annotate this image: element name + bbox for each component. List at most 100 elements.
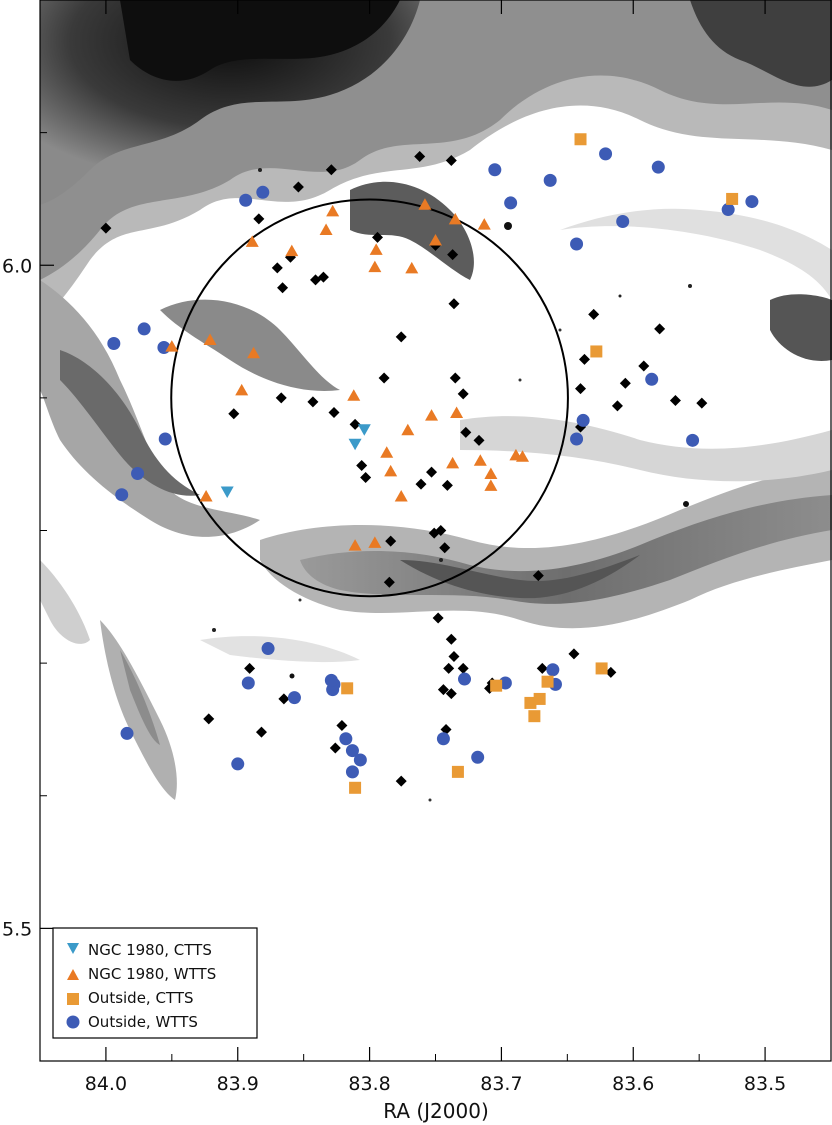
legend-label: NGC 1980, WTTS xyxy=(88,965,216,983)
data-point-diamond xyxy=(325,164,337,176)
data-point-circle xyxy=(651,160,665,174)
data-point-diamond xyxy=(385,535,397,547)
data-point-circle xyxy=(458,672,472,686)
data-point-diamond xyxy=(356,460,368,472)
data-point-square xyxy=(524,696,537,709)
data-point-diamond xyxy=(448,298,460,310)
data-point-triangle-up xyxy=(368,536,382,548)
data-point-diamond xyxy=(336,719,348,731)
data-point-diamond xyxy=(228,408,240,420)
legend-label: Outside, CTTS xyxy=(88,989,194,1007)
data-point-square xyxy=(528,710,541,723)
data-point-circle xyxy=(543,173,557,187)
data-point-diamond xyxy=(328,406,340,418)
data-point-triangle-down xyxy=(220,486,234,499)
legend-label: NGC 1980, CTTS xyxy=(88,941,212,959)
data-point-circle xyxy=(570,432,584,446)
data-point-triangle-up xyxy=(429,234,442,246)
data-point-square xyxy=(726,192,739,205)
data-point-circle xyxy=(576,413,590,427)
data-point-diamond xyxy=(654,323,666,335)
data-point-square xyxy=(590,345,603,358)
data-point-diamond xyxy=(307,396,319,408)
data-point-triangle-down xyxy=(357,424,371,436)
data-point-square xyxy=(541,675,554,688)
data-point-triangle-up xyxy=(285,244,299,257)
legend-marker-triangle-up xyxy=(67,969,79,980)
data-point-diamond xyxy=(383,576,395,588)
data-point-triangle-up xyxy=(347,389,361,401)
data-point-circle xyxy=(504,196,518,210)
legend-marker-triangle-down xyxy=(67,943,79,954)
data-point-diamond xyxy=(255,726,267,738)
x-axis-title: RA (J2000) xyxy=(383,1099,489,1123)
data-point-diamond xyxy=(253,213,265,225)
data-point-circle xyxy=(131,466,145,480)
data-point-diamond xyxy=(447,249,459,261)
data-point-triangle-up xyxy=(326,204,340,217)
data-point-diamond xyxy=(275,392,287,404)
x-tick-label: 83.6 xyxy=(612,1073,654,1095)
data-point-triangle-up xyxy=(484,467,498,479)
data-point-diamond xyxy=(414,150,426,162)
x-tick-label: 83.9 xyxy=(217,1073,259,1095)
data-point-diamond xyxy=(432,612,444,624)
data-point-diamond xyxy=(100,222,112,234)
data-point-circle xyxy=(158,432,172,446)
data-point-triangle-up xyxy=(405,261,419,274)
data-point-triangle-up xyxy=(384,464,398,477)
data-point-triangle-up xyxy=(235,383,249,396)
data-point-diamond xyxy=(575,383,587,395)
data-point-diamond xyxy=(349,418,361,430)
data-point-diamond xyxy=(536,662,548,674)
data-point-diamond xyxy=(445,688,457,700)
legend-entry-outside-wtts: Outside, WTTS xyxy=(66,1013,198,1031)
nebula-background xyxy=(40,0,832,1061)
data-point-circle xyxy=(115,488,129,502)
data-point-circle xyxy=(256,185,270,199)
data-point-square xyxy=(574,133,587,146)
data-point-diamond xyxy=(669,395,681,407)
data-point-triangle-up xyxy=(203,333,217,346)
data-point-diamond xyxy=(605,666,617,678)
x-tick-label: 83.8 xyxy=(348,1073,390,1095)
x-axis: 84.0 83.9 83.8 83.7 83.6 83.5 xyxy=(39,0,832,1095)
data-point-diamond xyxy=(292,181,304,193)
legend-entry-outside-ctts: Outside, CTTS xyxy=(67,989,194,1007)
data-point-triangle-up xyxy=(348,539,362,551)
data-point-circle xyxy=(721,203,735,217)
data-point-diamond xyxy=(619,377,631,389)
data-point-circle xyxy=(599,147,613,161)
data-point-diamond xyxy=(415,478,427,490)
data-point-diamond xyxy=(696,397,708,409)
data-point-triangle-down xyxy=(348,438,362,451)
data-point-circle xyxy=(137,322,151,336)
data-point-diamond xyxy=(611,400,623,412)
data-point-square xyxy=(451,765,464,778)
data-point-triangle-up xyxy=(484,479,498,491)
data-point-circle xyxy=(686,433,700,447)
y-axis: 5.5 6.0 xyxy=(2,0,54,1062)
data-point-diamond xyxy=(271,262,283,274)
data-point-square xyxy=(349,781,362,794)
data-point-diamond xyxy=(588,308,600,320)
data-point-triangle-up xyxy=(473,454,487,466)
data-point-diamond xyxy=(440,723,452,735)
data-point-triangle-up xyxy=(165,340,179,352)
data-point-diamond xyxy=(448,650,460,662)
data-point-circle xyxy=(345,765,359,779)
legend-marker-square xyxy=(67,993,79,1005)
data-point-circle xyxy=(488,163,502,177)
data-point-triangle-up xyxy=(247,346,261,359)
data-point-circle xyxy=(436,732,450,746)
data-point-diamond xyxy=(317,271,329,283)
ngc1980-region-circle xyxy=(170,198,569,598)
data-point-circle xyxy=(287,691,301,705)
data-point-triangle-up xyxy=(425,409,439,421)
data-point-diamond xyxy=(277,282,289,294)
data-point-diamond xyxy=(441,479,453,491)
y-tick-label: 6.0 xyxy=(2,255,32,277)
data-point-diamond xyxy=(371,231,383,243)
data-point-diamond xyxy=(329,742,341,754)
data-point-circle xyxy=(745,195,759,209)
